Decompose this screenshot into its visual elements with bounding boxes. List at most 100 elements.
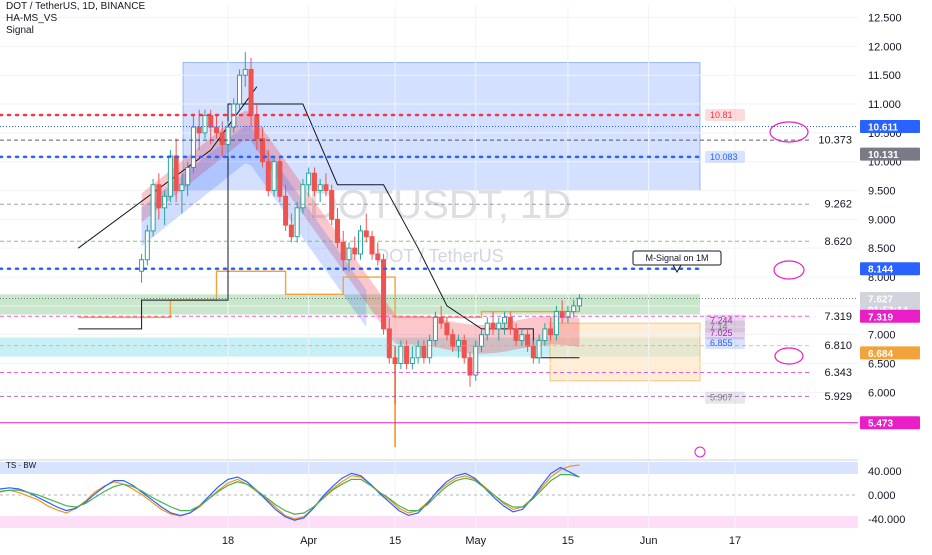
level-label-7.319: 7.319 <box>824 311 852 323</box>
price-tag-text-10.611: 10.611 <box>868 122 898 133</box>
candle <box>553 311 559 336</box>
candle <box>357 230 364 255</box>
candle <box>542 328 548 341</box>
candle <box>576 297 582 307</box>
candle <box>571 305 577 313</box>
osc-tick-label: -40.000 <box>868 514 905 526</box>
candle <box>455 339 461 347</box>
time-tick-label: Jun <box>640 535 658 547</box>
price-tick-label: 11.500 <box>868 70 901 82</box>
candle <box>386 328 392 359</box>
candle <box>190 126 196 168</box>
candle <box>144 230 150 261</box>
osc-lower-band <box>0 516 858 528</box>
candles-group <box>139 52 582 404</box>
price-tick-label: 9.500 <box>868 186 896 198</box>
candle <box>156 184 162 209</box>
price-tag-8.144 <box>860 262 920 276</box>
price-tag-text-8.144: 8.144 <box>868 265 893 276</box>
candle <box>507 316 513 330</box>
candle <box>346 247 352 261</box>
indicator-label-ha-ms-vs: HA-MS_VS <box>6 13 58 24</box>
candle <box>311 172 317 192</box>
ma-ribbon-red <box>141 110 580 354</box>
level-label-5.929: 5.929 <box>824 391 852 403</box>
candle <box>438 316 444 324</box>
box-label-7.244: 7.244 <box>710 316 733 326</box>
box-label-bg <box>705 150 745 163</box>
candle <box>502 316 508 324</box>
candle <box>432 316 438 341</box>
price-tick-label: 12.500 <box>868 13 902 25</box>
candle <box>254 115 260 140</box>
candle <box>484 322 490 336</box>
watermark-subtitle: DOT / TetherUS <box>376 246 503 266</box>
candle <box>519 334 525 341</box>
candle <box>363 230 369 238</box>
price-tick-label: 11.000 <box>868 99 901 111</box>
box-label-7.025: 7.025 <box>710 328 733 338</box>
candle <box>271 161 277 192</box>
box-label-7.14: 7.14 <box>710 322 728 332</box>
price-tag-6.684 <box>860 346 920 360</box>
oscillator-title: TS · BW <box>6 461 37 470</box>
candle <box>334 218 340 243</box>
candle <box>496 322 502 330</box>
box-label-bg <box>705 327 745 340</box>
price-tag-text-6.684: 6.684 <box>868 349 893 360</box>
price-tag-text-10.131: 10.131 <box>868 150 899 161</box>
price-tag-10.131 <box>860 147 920 161</box>
candle <box>150 184 156 232</box>
candle <box>208 115 214 128</box>
candle <box>450 334 456 347</box>
box-label-bg <box>705 337 745 350</box>
candle <box>392 357 398 365</box>
candle <box>369 236 375 255</box>
symbol-title: DOT / TetherUS, 1D, BINANCE <box>6 1 146 12</box>
candle <box>294 207 300 238</box>
alert-icon[interactable] <box>694 446 706 458</box>
candle <box>340 241 346 261</box>
support-zone-green <box>0 294 700 315</box>
black-step-line <box>78 103 580 359</box>
box-label-6.855: 6.855 <box>710 338 733 348</box>
time-tick-label: 15 <box>389 535 401 547</box>
level-label-6.343: 6.343 <box>824 367 852 379</box>
candle <box>381 259 387 330</box>
indicator-label-signal: Signal <box>6 25 34 36</box>
price-tag-text-7.319: 7.319 <box>868 312 893 323</box>
price-tag-5.473 <box>860 416 920 430</box>
candle <box>421 345 427 359</box>
support-zone-cyan <box>0 337 700 357</box>
candle <box>427 339 433 359</box>
candle <box>317 184 323 192</box>
time-tick-label: 18 <box>222 535 234 547</box>
osc-tick-label: 40.000 <box>868 466 902 478</box>
box-label-bg <box>705 314 745 327</box>
candle <box>248 68 254 117</box>
candle <box>329 190 335 220</box>
osc-tick-label: 0.000 <box>868 490 896 502</box>
candle <box>398 345 404 365</box>
candle <box>300 184 306 209</box>
box-label-10.083: 10.083 <box>710 152 738 162</box>
candle <box>415 345 421 359</box>
candle <box>167 155 173 197</box>
candle <box>139 259 145 272</box>
candle <box>283 195 289 226</box>
candle <box>548 328 554 336</box>
candle <box>173 155 179 192</box>
candle <box>277 161 283 197</box>
ma-ribbon-blue <box>141 125 367 327</box>
candle <box>513 328 519 341</box>
candle <box>179 184 185 192</box>
candle <box>404 345 410 365</box>
watermark-title: DOTUSDT, 1D <box>309 183 571 227</box>
level-label-8.620: 8.620 <box>824 236 852 248</box>
candle <box>323 184 329 192</box>
candle <box>530 345 536 359</box>
candle <box>467 357 473 376</box>
time-tick-label: May <box>465 535 486 547</box>
candle <box>306 172 312 186</box>
